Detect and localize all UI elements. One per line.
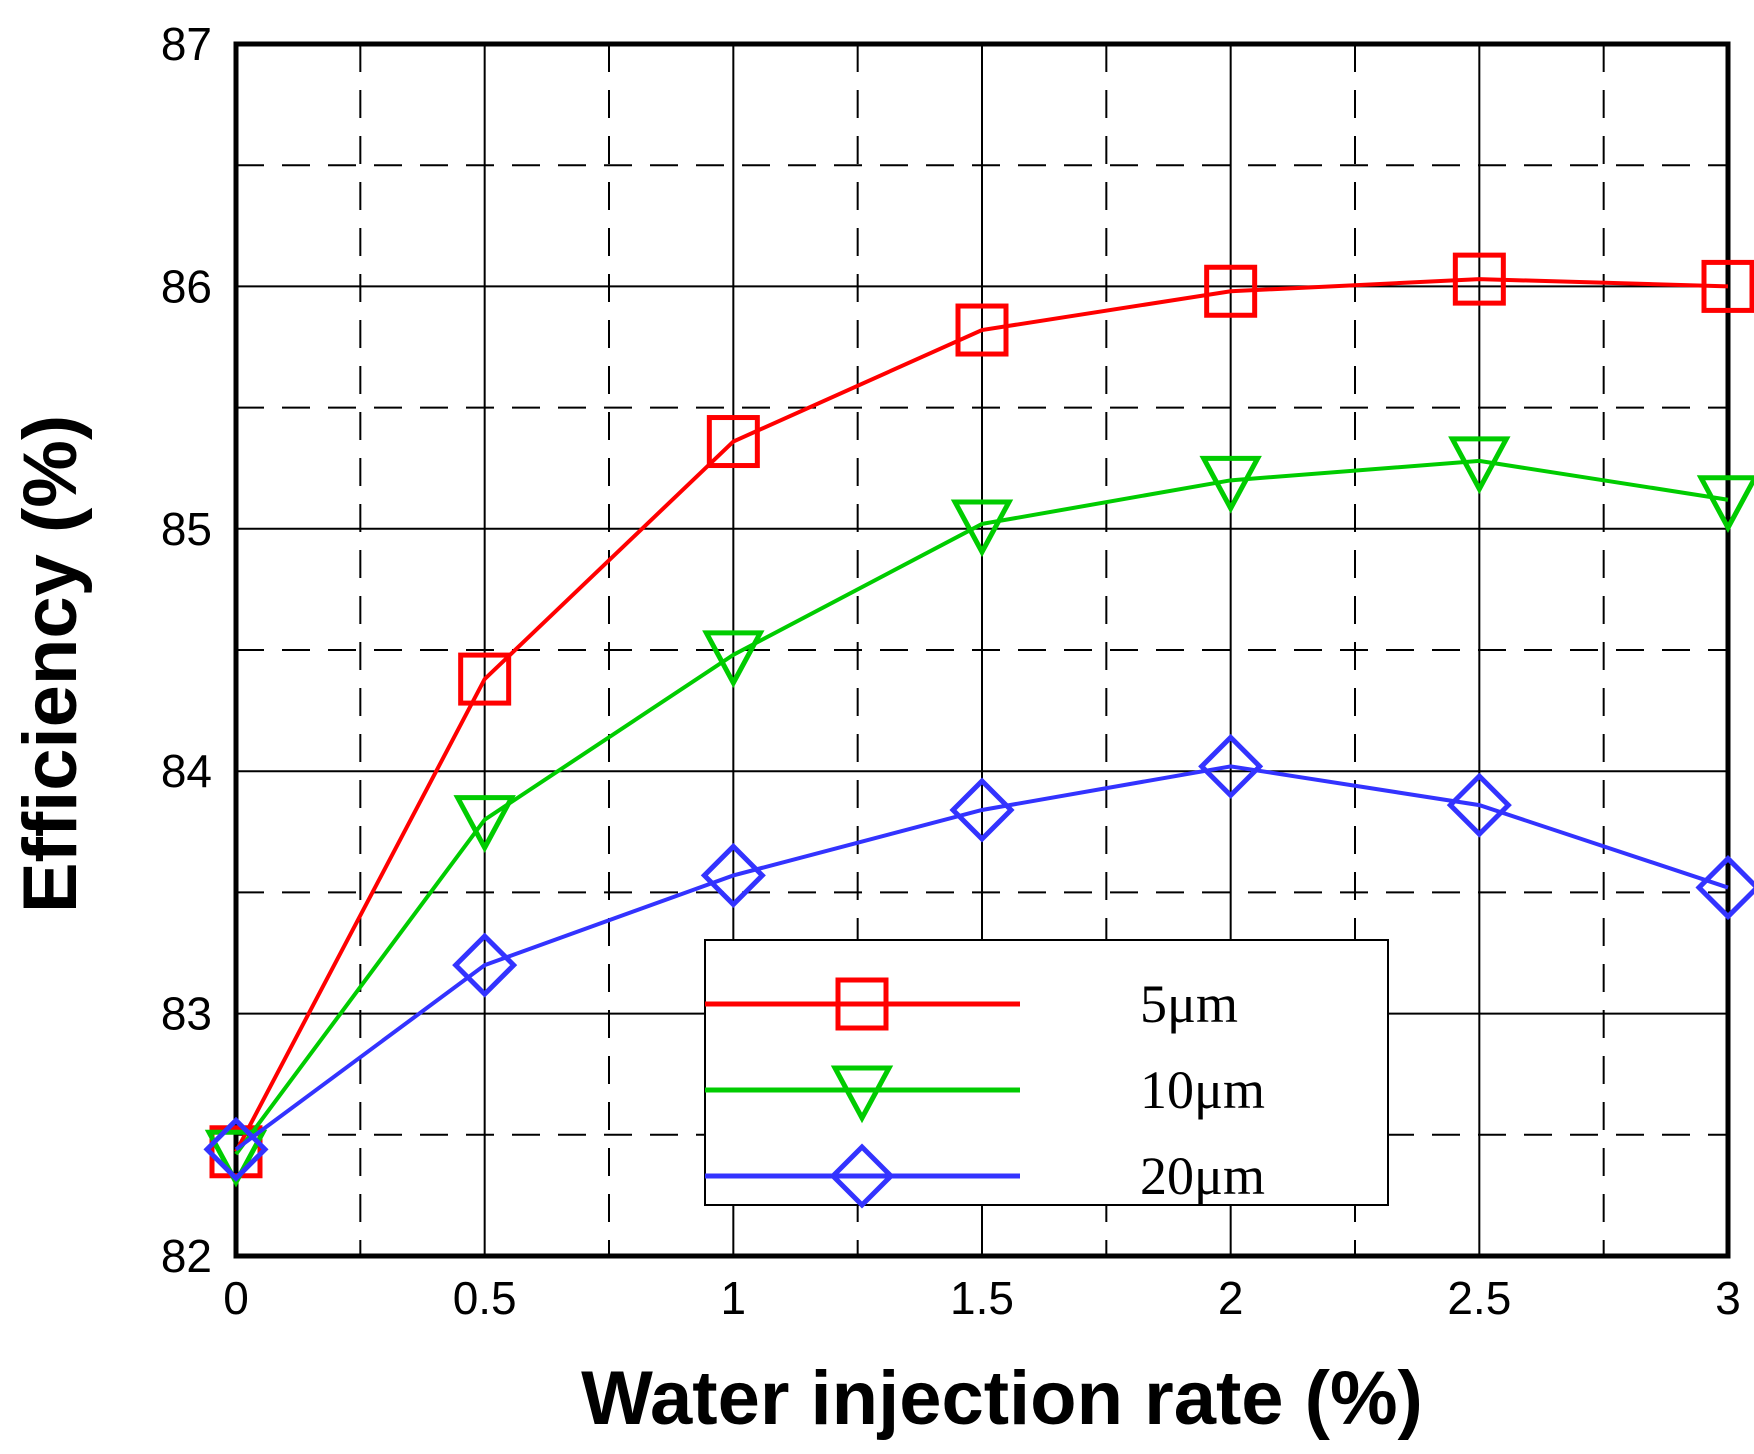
legend-label: 5μm: [1140, 974, 1238, 1034]
x-tick-label: 2.5: [1447, 1272, 1511, 1324]
data-point: [1452, 252, 1506, 306]
legend-item: 20μm: [705, 1143, 1265, 1209]
series-line: [234, 764, 1729, 1151]
data-point: [1198, 733, 1264, 799]
series-layer: [203, 252, 1754, 1188]
y-tick-label: 83: [161, 988, 212, 1040]
legend-item: 10μm: [705, 1060, 1265, 1124]
legend-marker: [829, 1143, 895, 1209]
legend-box: [704, 939, 1389, 1206]
x-tick-label: 0.5: [453, 1272, 517, 1324]
data-point: [458, 652, 512, 706]
series-10μm: [204, 436, 1754, 1188]
data-point: [452, 932, 518, 998]
data-point: [950, 499, 1014, 558]
x-tick-label: 3: [1715, 1272, 1741, 1324]
y-tick-label: 84: [161, 745, 212, 797]
y-tick-label: 86: [161, 260, 212, 312]
legend-label: 20μm: [1140, 1146, 1265, 1206]
y-tick-label: 85: [161, 503, 212, 555]
legend: 5μm 10μm 20μm: [704, 939, 1389, 1209]
x-tick-label: 1.5: [950, 1272, 1014, 1324]
data-point: [1695, 855, 1754, 921]
data-point: [1199, 455, 1262, 514]
x-tick-label: 1: [721, 1272, 747, 1324]
grid: [236, 44, 1728, 1256]
data-point: [1204, 264, 1258, 318]
data-point: [1696, 475, 1754, 533]
legend-marker: [835, 977, 889, 1031]
data-point: [702, 630, 765, 689]
data-point: [1446, 772, 1512, 838]
y-axis-ticks: 82 83 84 85 86 87: [161, 18, 212, 1282]
data-point: [706, 415, 760, 469]
x-tick-label: 2: [1218, 1272, 1244, 1324]
data-point: [949, 777, 1015, 843]
plot-frame: [233, 41, 1731, 1259]
series-5μm: [209, 252, 1754, 1179]
data-point: [1701, 259, 1754, 313]
y-axis-title: Efficiency (%): [8, 415, 93, 913]
data-point: [203, 1116, 269, 1182]
data-point: [204, 1129, 268, 1188]
y-tick-label: 82: [161, 1230, 212, 1282]
legend-marker: [830, 1065, 894, 1124]
series-line: [234, 458, 1729, 1156]
x-axis-title: Water injection rate (%): [581, 1356, 1423, 1441]
series-line: [234, 277, 1729, 1153]
x-axis-ticks: 0 0.5 1 1.5 2 2.5 3: [223, 1272, 1741, 1324]
data-point: [700, 842, 766, 908]
legend-label: 10μm: [1140, 1060, 1265, 1120]
series-20μm: [203, 733, 1754, 1182]
data-point: [955, 303, 1009, 357]
y-tick-label: 87: [161, 18, 212, 70]
legend-item: 5μm: [705, 974, 1238, 1034]
x-tick-label: 0: [223, 1272, 249, 1324]
data-point: [1448, 436, 1511, 495]
data-point: [453, 795, 516, 853]
